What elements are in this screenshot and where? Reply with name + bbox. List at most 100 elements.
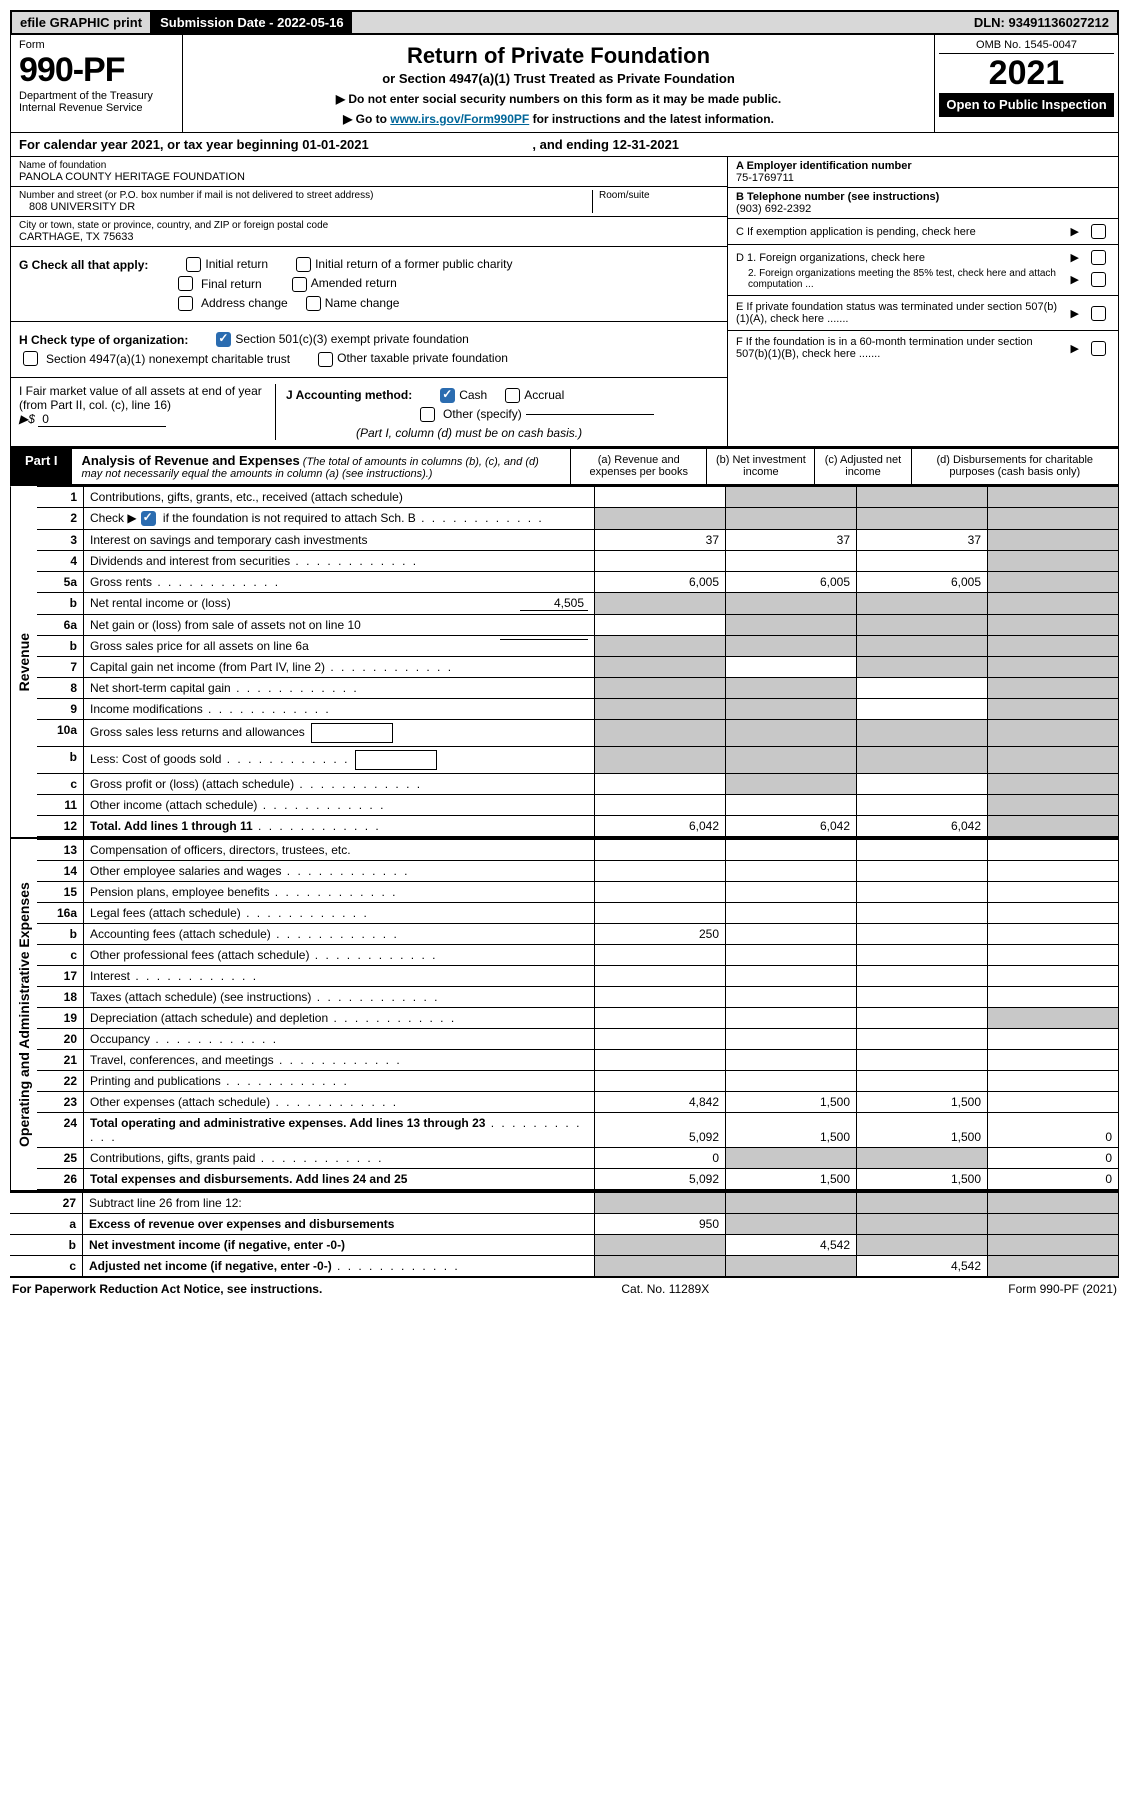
d2-label: 2. Foreign organizations meeting the 85%…: [748, 268, 1067, 290]
initial-former-label: Initial return of a former public charit…: [315, 257, 512, 271]
table-row: 23Other expenses (attach schedule)4,8421…: [37, 1092, 1119, 1113]
cb-4947[interactable]: [23, 351, 38, 366]
open-public-badge: Open to Public Inspection: [939, 93, 1114, 117]
foundation-address: 808 UNIVERSITY DR: [19, 201, 592, 213]
initial-return-label: Initial return: [205, 257, 268, 271]
h-4947-label: Section 4947(a)(1) nonexempt charitable …: [46, 352, 290, 366]
arrow-icon: ▶: [1071, 225, 1079, 238]
cb-exemption-pending[interactable]: [1091, 224, 1106, 239]
table-row: 8Net short-term capital gain: [37, 678, 1119, 699]
table-row: 25Contributions, gifts, grants paid00: [37, 1148, 1119, 1169]
table-row: 15Pension plans, employee benefits: [37, 882, 1119, 903]
table-row: 3Interest on savings and temporary cash …: [37, 530, 1119, 551]
table-row: bNet rental income or (loss) 4,505: [37, 593, 1119, 615]
table-row: bGross sales price for all assets on lin…: [37, 636, 1119, 657]
i-label: I Fair market value of all assets at end…: [19, 384, 262, 412]
box-10a[interactable]: [311, 723, 393, 743]
table-row: 19Depreciation (attach schedule) and dep…: [37, 1008, 1119, 1029]
cb-amended[interactable]: [292, 277, 307, 292]
g-section: G Check all that apply: Initial return I…: [11, 247, 727, 322]
efile-label[interactable]: efile GRAPHIC print: [12, 12, 152, 33]
instructions-link[interactable]: www.irs.gov/Form990PF: [390, 112, 529, 126]
cb-e[interactable]: [1091, 306, 1106, 321]
calendar-year-row: For calendar year 2021, or tax year begi…: [10, 133, 1119, 157]
r2-pre: Check ▶: [90, 511, 137, 525]
name-change-label: Name change: [325, 296, 400, 310]
e-terminated-row: E If private foundation status was termi…: [728, 296, 1118, 331]
j-label: J Accounting method:: [286, 388, 412, 402]
ein-value: 75-1769711: [736, 172, 794, 184]
arrow-icon: ▶: [1071, 307, 1079, 320]
table-row: cOther professional fees (attach schedul…: [37, 945, 1119, 966]
expenses-vertical-label: Operating and Administrative Expenses: [10, 839, 37, 1190]
box-10b[interactable]: [355, 750, 437, 770]
table-row: 20Occupancy: [37, 1029, 1119, 1050]
revenue-section: Revenue 1Contributions, gifts, grants, e…: [10, 485, 1119, 838]
cb-final-return[interactable]: [178, 276, 193, 291]
table-row: 6aNet gain or (loss) from sale of assets…: [37, 615, 1119, 636]
cb-cash[interactable]: [440, 388, 455, 403]
cb-sch-b[interactable]: [141, 511, 156, 526]
cb-501c3[interactable]: [216, 332, 231, 347]
cb-f[interactable]: [1091, 341, 1106, 356]
table-row: 1Contributions, gifts, grants, etc., rec…: [37, 486, 1119, 507]
h-label: H Check type of organization:: [19, 333, 188, 347]
j-other-label: Other (specify): [443, 407, 522, 421]
form-title: Return of Private Foundation: [203, 43, 914, 69]
arrow-icon: ▶: [1071, 342, 1079, 355]
cb-d1[interactable]: [1091, 250, 1106, 265]
table-row: 5aGross rents6,0056,0056,005: [37, 572, 1119, 593]
foundation-name: PANOLA COUNTY HERITAGE FOUNDATION: [19, 171, 719, 183]
info-right: A Employer identification number 75-1769…: [727, 157, 1118, 446]
name-label: Name of foundation: [19, 160, 719, 171]
table-row: bNet investment income (if negative, ent…: [10, 1235, 1119, 1256]
form-year-block: OMB No. 1545-0047 2021 Open to Public In…: [935, 35, 1118, 132]
info-left: Name of foundation PANOLA COUNTY HERITAG…: [11, 157, 727, 446]
table-row: 18Taxes (attach schedule) (see instructi…: [37, 987, 1119, 1008]
f-label: F If the foundation is in a 60-month ter…: [736, 336, 1067, 360]
table-row: 17Interest: [37, 966, 1119, 987]
cb-d2[interactable]: [1091, 272, 1106, 287]
form-title-block: Return of Private Foundation or Section …: [183, 35, 935, 132]
net-rental-value: 4,505: [520, 596, 588, 611]
cb-initial-former[interactable]: [296, 257, 311, 272]
j-accrual-label: Accrual: [524, 388, 564, 402]
dln-label: DLN: 93491136027212: [966, 12, 1117, 33]
address-change-label: Address change: [201, 296, 288, 310]
table-row: 22Printing and publications: [37, 1071, 1119, 1092]
footer-left: For Paperwork Reduction Act Notice, see …: [12, 1282, 322, 1296]
expenses-table: 13Compensation of officers, directors, t…: [37, 839, 1119, 1190]
ein-label: A Employer identification number: [736, 160, 912, 172]
dept-label: Department of the Treasury: [19, 90, 174, 102]
c-label: C If exemption application is pending, c…: [736, 226, 976, 238]
cb-other-taxable[interactable]: [318, 352, 333, 367]
form-header: Form 990-PF Department of the Treasury I…: [10, 35, 1119, 133]
submission-date: Submission Date - 2022-05-16: [152, 12, 352, 33]
table-row: cGross profit or (loss) (attach schedule…: [37, 774, 1119, 795]
part1-label: Part I: [11, 449, 72, 484]
cal-begin: 01-01-2021: [302, 137, 369, 152]
cb-accrual[interactable]: [505, 388, 520, 403]
foundation-city: CARTHAGE, TX 75633: [19, 231, 719, 243]
table-row: 2Check ▶ if the foundation is not requir…: [37, 507, 1119, 529]
arrow-icon: ▶: [1071, 273, 1079, 286]
cb-address-change[interactable]: [178, 296, 193, 311]
cb-name-change[interactable]: [306, 296, 321, 311]
phone-cell: B Telephone number (see instructions) (9…: [728, 188, 1118, 219]
footer-center: Cat. No. 11289X: [621, 1282, 709, 1296]
cb-initial-return[interactable]: [186, 257, 201, 272]
revenue-vertical-label: Revenue: [10, 486, 37, 837]
table-row: 13Compensation of officers, directors, t…: [37, 840, 1119, 861]
table-row: 21Travel, conferences, and meetings: [37, 1050, 1119, 1071]
other-specify-input[interactable]: [526, 414, 654, 415]
phone-label: B Telephone number (see instructions): [736, 191, 939, 203]
line27-table: 27Subtract line 26 from line 12: aExcess…: [10, 1192, 1119, 1278]
part1-table: Part I Analysis of Revenue and Expenses …: [10, 447, 1119, 485]
col-d-header: (d) Disbursements for charitable purpose…: [911, 448, 1118, 485]
cb-other-method[interactable]: [420, 407, 435, 422]
h-501c3-label: Section 501(c)(3) exempt private foundat…: [235, 332, 468, 346]
phone-value: (903) 692-2392: [736, 203, 811, 215]
gross-sales-6a[interactable]: [500, 639, 588, 640]
addr-label: Number and street (or P.O. box number if…: [19, 190, 592, 201]
address-cell: Number and street (or P.O. box number if…: [11, 187, 727, 217]
